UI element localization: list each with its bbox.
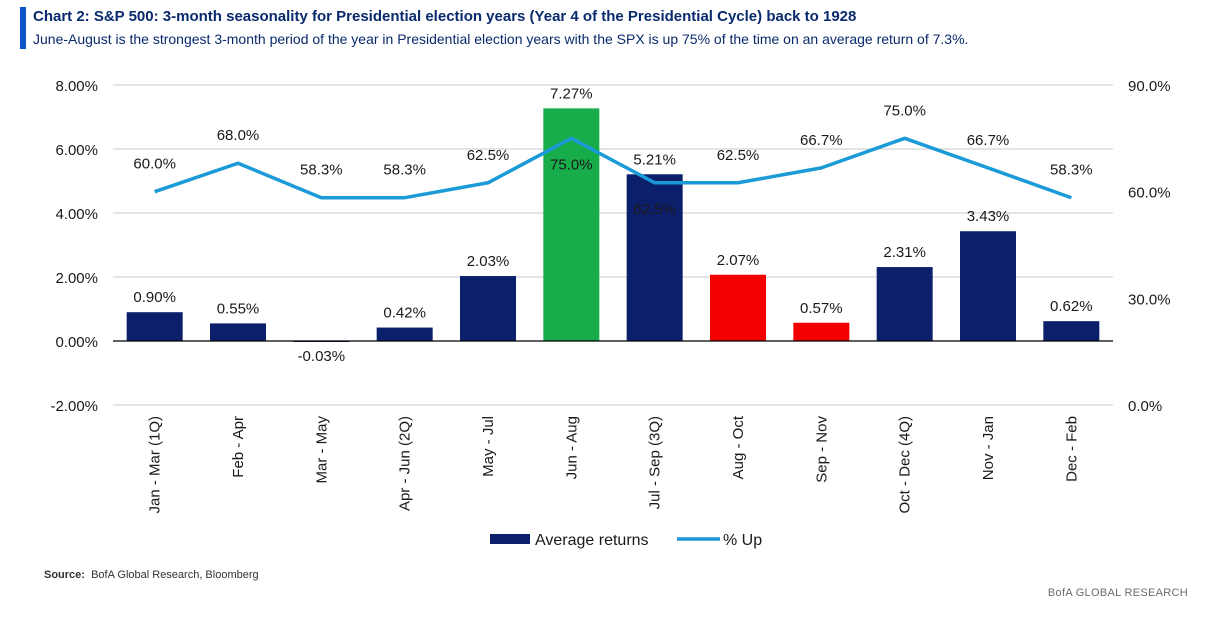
pct-up-label: 58.3% xyxy=(1050,162,1093,179)
x-category-label: May - Jul xyxy=(480,416,497,477)
pct-up-label: 58.3% xyxy=(383,162,426,179)
legend-label-line: % Up xyxy=(723,532,762,549)
gridlines xyxy=(113,84,1113,406)
pct-up-line xyxy=(154,136,1072,200)
bar xyxy=(626,174,683,341)
chart-subtitle: June-August is the strongest 3-month per… xyxy=(33,31,969,47)
bar-value-label: 2.31% xyxy=(883,244,926,261)
x-category-label: Dec - Feb xyxy=(1063,416,1080,482)
pct-up-label: 60.0% xyxy=(133,156,176,173)
pct-up-label: 75.0% xyxy=(550,156,593,173)
chart-title: Chart 2: S&P 500: 3-month seasonality fo… xyxy=(33,8,857,25)
y-left-tick-label: 2.00% xyxy=(55,270,98,287)
pct-up-label: 62.5% xyxy=(717,147,760,164)
x-category-label: Jan - Mar (1Q) xyxy=(147,416,164,514)
pct-up-label: 62.5% xyxy=(633,201,676,218)
x-category-label: Apr - Jun (2Q) xyxy=(397,416,414,511)
x-category-label: Feb - Apr xyxy=(230,416,247,478)
bar xyxy=(793,322,850,341)
bar xyxy=(876,267,933,341)
y-left-tick-label: 8.00% xyxy=(55,78,98,95)
pct-up-label: 62.5% xyxy=(467,147,510,164)
bar xyxy=(376,327,433,341)
y-left-tick-label: 4.00% xyxy=(55,206,98,223)
y-right-tick-label: 60.0% xyxy=(1128,185,1171,202)
bar-value-label: 0.42% xyxy=(383,305,426,322)
bar-value-label: 2.07% xyxy=(717,252,760,269)
footer-brand: BofA GLOBAL RESEARCH xyxy=(1047,587,1188,599)
bar-value-label: 7.27% xyxy=(550,85,593,102)
bar xyxy=(126,312,183,341)
bar xyxy=(710,274,766,341)
bar xyxy=(210,323,266,341)
axes: -2.00% 0.00% 2.00% 4.00% 6.00% 8.00% 0.0% 30.0%… xyxy=(50,78,1170,514)
bar-value-label: 0.90% xyxy=(133,289,176,306)
bar-value-label: -0.03% xyxy=(298,348,346,365)
x-category-label: Mar - May xyxy=(313,416,330,484)
y-left-tick-label: 6.00% xyxy=(55,142,98,159)
source-text: BofA Global Research, Bloomberg xyxy=(91,569,259,581)
legend-label-bars: Average returns xyxy=(535,532,649,549)
pct-up-label: 58.3% xyxy=(300,162,343,179)
data-labels: 0.90% 0.55% -0.03% 0.42% 2.03% 7.27% 5.21% 2.07… xyxy=(133,85,1092,365)
title-accent-bar xyxy=(20,7,26,49)
bar xyxy=(460,276,516,341)
y-left-tick-label: 0.00% xyxy=(55,334,98,351)
pct-up-label: 66.7% xyxy=(800,132,843,149)
pct-up-label: 68.0% xyxy=(217,127,260,144)
source-label: Source: xyxy=(44,569,85,581)
bar-value-label: 0.62% xyxy=(1050,298,1093,315)
legend: Average returns % Up xyxy=(490,532,762,549)
legend-swatch-bars xyxy=(490,534,530,544)
bar xyxy=(1043,321,1100,341)
source-note: Source: BofA Global Research, Bloomberg xyxy=(44,569,259,581)
pct-up-line-layer xyxy=(154,136,1072,200)
x-category-label: Sep - Nov xyxy=(813,416,830,483)
bar-value-label: 3.43% xyxy=(967,208,1010,225)
pct-up-label: 66.7% xyxy=(967,132,1010,149)
bars xyxy=(126,108,1100,342)
y-left-tick-label: -2.00% xyxy=(50,398,98,415)
x-category-label: Nov - Jan xyxy=(980,416,997,480)
bar-value-label: 0.55% xyxy=(217,300,260,317)
pct-up-label: 75.0% xyxy=(883,102,926,119)
x-category-label: Oct - Dec (4Q) xyxy=(897,416,914,514)
y-right-tick-label: 90.0% xyxy=(1128,78,1171,95)
bar-value-label: 2.03% xyxy=(467,253,510,270)
bar xyxy=(960,231,1016,341)
x-category-label: Jun - Aug xyxy=(563,416,580,479)
bar-value-label: 0.57% xyxy=(800,300,843,317)
bar xyxy=(543,108,600,341)
x-category-label: Jul - Sep (3Q) xyxy=(647,416,664,509)
y-right-tick-label: 30.0% xyxy=(1128,291,1171,308)
x-category-label: Aug - Oct xyxy=(730,415,747,479)
y-right-tick-label: 0.0% xyxy=(1128,398,1162,415)
bar-value-label: 5.21% xyxy=(633,151,676,168)
